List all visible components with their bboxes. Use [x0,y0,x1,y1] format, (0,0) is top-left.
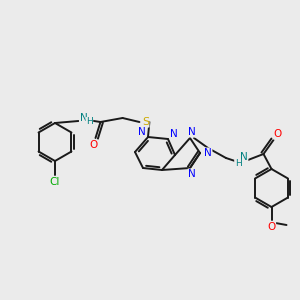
Text: H: H [235,160,242,169]
Text: S: S [142,117,149,127]
Text: H: H [86,118,93,127]
Text: O: O [267,222,276,232]
Text: N: N [138,127,146,137]
Text: O: O [89,140,98,150]
Text: O: O [273,129,282,139]
Text: Cl: Cl [50,177,60,187]
Text: N: N [188,127,196,137]
Text: N: N [204,148,212,158]
Text: N: N [170,129,178,139]
Text: N: N [240,152,248,162]
Text: N: N [80,113,87,123]
Text: N: N [188,169,196,179]
